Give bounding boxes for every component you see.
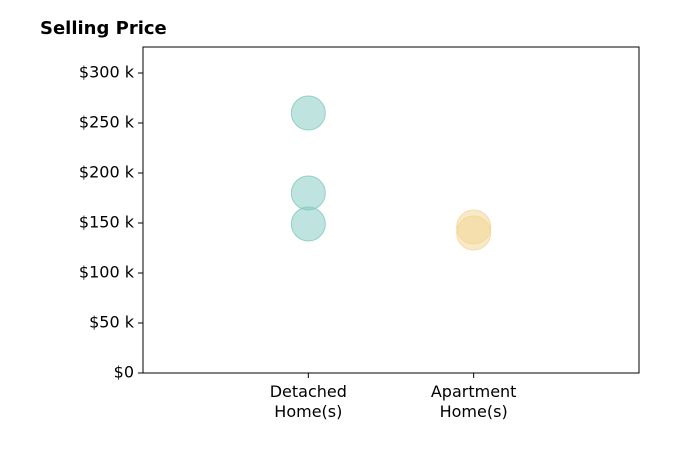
y-tick-label: $50 k [89, 313, 135, 332]
y-tick-label: $250 k [79, 113, 135, 132]
point [290, 175, 326, 211]
y-tick-label: $150 k [79, 213, 135, 232]
y-tick-label: $100 k [79, 263, 135, 282]
x-tick-label: Apartment Home(s) [430, 382, 517, 421]
y-tick-label: $0 [114, 363, 134, 382]
plot-frame [142, 46, 640, 374]
point [290, 95, 326, 131]
y-tick-label: $300 k [79, 63, 135, 82]
point [290, 206, 326, 242]
chart-title: Selling Price [40, 18, 167, 39]
y-tick-label: $200 k [79, 163, 135, 182]
x-tick-label: Detached Home(s) [269, 382, 347, 421]
point [456, 215, 492, 251]
